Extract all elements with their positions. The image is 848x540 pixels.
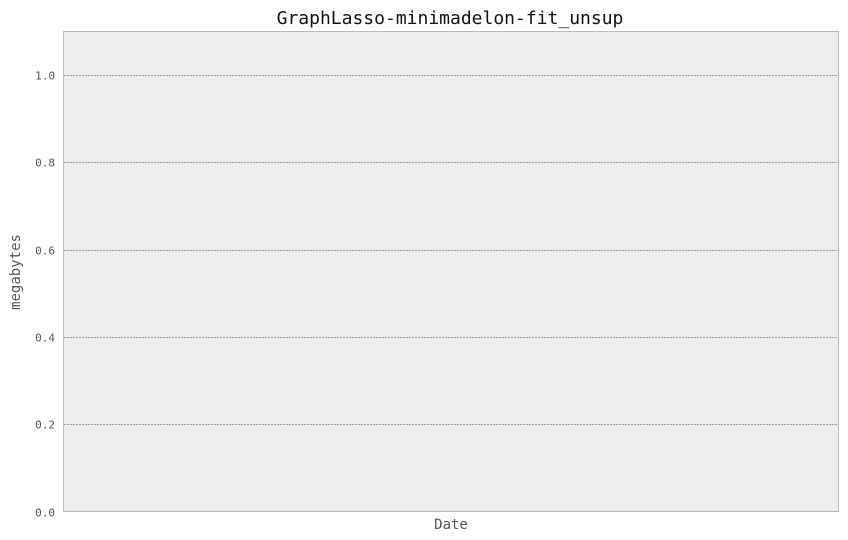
y-tick-label: 0.8: [35, 157, 55, 170]
y-axis-ticks: 0.0 0.2 0.4 0.6 0.8 1.0: [35, 70, 55, 520]
plot-area: [63, 31, 839, 512]
y-tick-label: 0.4: [35, 332, 55, 345]
y-tick-label: 0.6: [35, 245, 55, 258]
y-tick-label: 1.0: [35, 70, 55, 83]
y-axis-label: megabytes: [8, 234, 24, 310]
chart-title: GraphLasso-minimadelon-fit_unsup: [277, 8, 624, 29]
y-tick-label: 0.2: [35, 419, 55, 432]
x-axis-label: Date: [434, 517, 468, 533]
y-tick-label: 0.0: [35, 507, 55, 520]
